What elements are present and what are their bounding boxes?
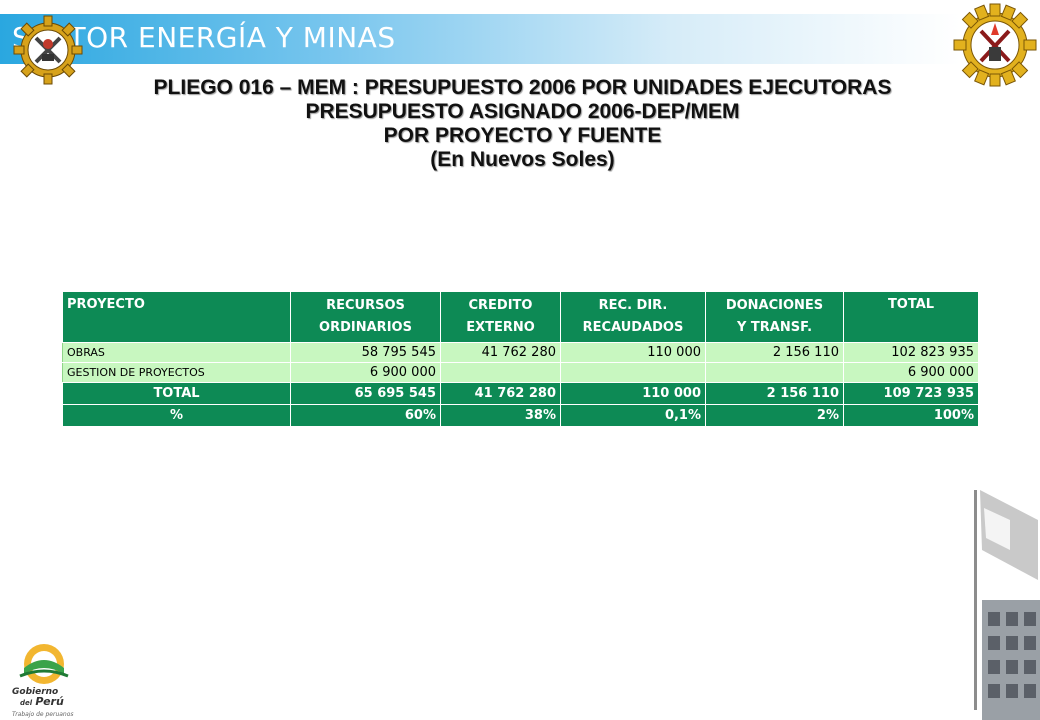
column-header-recursos-ordinarios: RECURSOS ORDINARIOS xyxy=(290,291,441,343)
energy-mines-emblem-icon xyxy=(953,3,1037,87)
total-donaciones-transf-cell: 2 156 110 xyxy=(705,382,844,405)
ministry-building-photo xyxy=(960,480,1040,720)
percent-row-label: % xyxy=(62,404,291,427)
total-cell: 102 823 935 xyxy=(843,342,979,363)
rec-dir-recaudados-cell xyxy=(560,362,706,383)
ministry-gear-emblem-icon xyxy=(13,15,83,85)
percent-donaciones-transf-cell: 2% xyxy=(705,404,844,427)
table-percent-row: % 60% 38% 0,1% 2% 100% xyxy=(62,404,979,427)
gobierno-tagline: Trabajo de peruanos xyxy=(12,711,74,718)
total-credito-externo-cell: 41 762 280 xyxy=(440,382,561,405)
table-header-row: PROYECTO RECURSOS ORDINARIOS CREDITO EXTER… xyxy=(62,291,979,343)
total-cell: 6 900 000 xyxy=(843,362,979,383)
row-name-cell: OBRAS xyxy=(62,342,291,363)
title-line-2: PRESUPUESTO ASIGNADO 2006-DEP/MEM xyxy=(305,100,740,123)
column-header-credito-externo: CREDITO EXTERNO xyxy=(440,291,561,343)
percent-recursos-ordinarios-cell: 60% xyxy=(290,404,441,427)
credito-externo-cell: 41 762 280 xyxy=(440,342,561,363)
credito-externo-cell xyxy=(440,362,561,383)
gobierno-peru-logo-icon xyxy=(19,644,69,684)
title-line-4: (En Nuevos Soles) xyxy=(430,148,615,171)
rec-dir-recaudados-cell: 110 000 xyxy=(560,342,706,363)
title-block: PLIEGO 016 – MEM : PRESUPUESTO 2006 POR … xyxy=(60,76,985,172)
percent-total-cell: 100% xyxy=(843,404,979,427)
column-header-rec-dir-recaudados: REC. DIR. RECAUDADOS xyxy=(560,291,706,343)
recursos-ordinarios-cell: 58 795 545 xyxy=(290,342,441,363)
row-name-cell: GESTION DE PROYECTOS xyxy=(62,362,291,383)
donaciones-transf-cell xyxy=(705,362,844,383)
total-row-label: TOTAL xyxy=(62,382,291,405)
column-header-proyecto: PROYECTO xyxy=(62,291,291,343)
budget-table: PROYECTO RECURSOS ORDINARIOS CREDITO EXTER… xyxy=(62,291,979,427)
column-header-total: TOTAL xyxy=(843,291,979,343)
title-line-1: PLIEGO 016 – MEM : PRESUPUESTO 2006 POR … xyxy=(153,76,892,99)
recursos-ordinarios-cell: 6 900 000 xyxy=(290,362,441,383)
percent-credito-externo-cell: 38% xyxy=(440,404,561,427)
donaciones-transf-cell: 2 156 110 xyxy=(705,342,844,363)
table-row: GESTION DE PROYECTOS 6 900 000 6 900 000 xyxy=(62,362,979,383)
header-banner xyxy=(0,14,960,64)
table-row: OBRAS 58 795 545 41 762 280 110 000 2 15… xyxy=(62,342,979,363)
title-line-3: POR PROYECTO Y FUENTE xyxy=(383,124,662,147)
grand-total-cell: 109 723 935 xyxy=(843,382,979,405)
total-rec-dir-recaudados-cell: 110 000 xyxy=(560,382,706,405)
table-total-row: TOTAL 65 695 545 41 762 280 110 000 2 15… xyxy=(62,382,979,405)
percent-rec-dir-recaudados-cell: 0,1% xyxy=(560,404,706,427)
total-recursos-ordinarios-cell: 65 695 545 xyxy=(290,382,441,405)
gobierno-logo-text: Gobierno del Perú xyxy=(12,687,64,708)
column-header-donaciones-transf: DONACIONES Y TRANSF. xyxy=(705,291,844,343)
